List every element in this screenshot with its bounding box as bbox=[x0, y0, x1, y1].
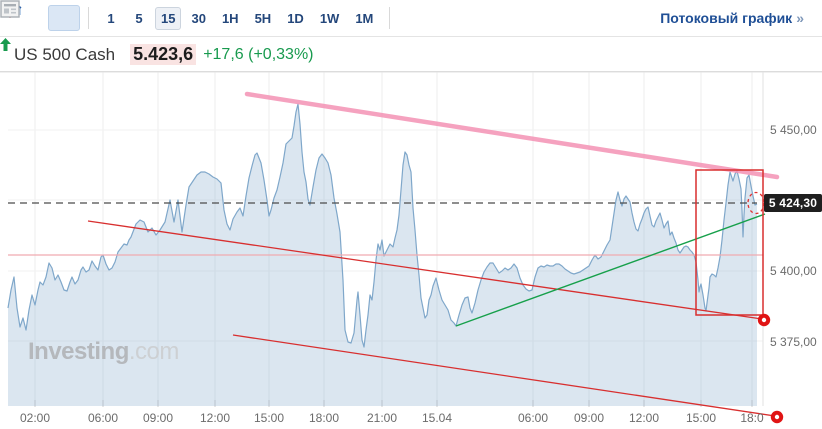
news-panel-button[interactable] bbox=[0, 0, 438, 31]
area-chart-button[interactable] bbox=[0, 2, 80, 31]
timeframe-button-1d[interactable]: 1D bbox=[287, 10, 304, 26]
timeframe-button-15[interactable]: 15 bbox=[155, 6, 182, 30]
line-end-marker bbox=[770, 410, 784, 424]
x-axis-tick-label: 06:00 bbox=[517, 411, 549, 425]
x-axis-tick-label: 12:00 bbox=[628, 411, 660, 425]
chevron-right-icon: » bbox=[796, 10, 804, 26]
toolbar-divider bbox=[389, 7, 391, 29]
x-axis-tick-label: 09:00 bbox=[573, 411, 605, 425]
trendline-red-lower bbox=[232, 334, 776, 417]
x-axis-tick-label: 21:00 bbox=[366, 411, 398, 425]
y-axis-tick-label: 5 400,00 bbox=[770, 264, 817, 278]
chart-toolbar: 1 5 15 30 1H 5H 1D 1W 1M Потоковый график» bbox=[0, 0, 822, 37]
x-axis-tick-label: 09:00 bbox=[142, 411, 174, 425]
line-end-marker bbox=[774, 414, 780, 420]
instrument-header: US 500 Cash 5.423,6 +17,6 (+0,33%) bbox=[0, 38, 822, 72]
trendline-green bbox=[455, 213, 766, 327]
y-axis-tick-label: 5 450,00 bbox=[770, 123, 817, 137]
timeframe-button-5h[interactable]: 5H bbox=[254, 10, 272, 26]
timeframe-button-1m[interactable]: 1M bbox=[355, 10, 374, 26]
x-axis-tick-label: 06:00 bbox=[87, 411, 119, 425]
toolbar-divider bbox=[88, 7, 89, 29]
trendline-pink-channel bbox=[244, 91, 780, 180]
line-end-marker bbox=[761, 317, 767, 323]
timeframe-group: 1 5 15 30 1H 5H 1D 1W 1M bbox=[97, 6, 381, 30]
x-axis-tick-label: 15:00 bbox=[253, 411, 285, 425]
instrument-name: US 500 Cash bbox=[14, 44, 116, 64]
x-axis-tick-label: 18:0 bbox=[740, 411, 764, 425]
line-end-marker bbox=[757, 313, 771, 327]
timeframe-button-30[interactable]: 30 bbox=[191, 10, 206, 26]
x-axis-tick-label: 15.04 bbox=[421, 411, 453, 425]
last-price: 5.423,6 bbox=[130, 44, 197, 65]
watermark-investing-logo: Investing.com bbox=[28, 338, 179, 365]
highlight-rectangle bbox=[695, 169, 764, 316]
timeframe-button-1[interactable]: 1 bbox=[107, 10, 115, 26]
price-change: +17,6 (+0,33%) bbox=[203, 45, 314, 63]
x-axis-tick-label: 02:00 bbox=[19, 411, 51, 425]
current-price-badge: 5 424,30 bbox=[764, 194, 822, 212]
news-panel-icon bbox=[0, 0, 20, 18]
x-axis-tick-label: 12:00 bbox=[199, 411, 231, 425]
trendline-red-upper bbox=[87, 220, 763, 320]
x-axis-tick-label: 15:00 bbox=[685, 411, 717, 425]
timeframe-button-5[interactable]: 5 bbox=[135, 10, 143, 26]
y-axis-tick-label: 5 375,00 bbox=[770, 335, 817, 349]
timeframe-button-1w[interactable]: 1W bbox=[319, 10, 340, 26]
streaming-chart-link[interactable]: Потоковый график» bbox=[660, 10, 804, 26]
x-axis-tick-label: 18:00 bbox=[308, 411, 340, 425]
timeframe-button-1h[interactable]: 1H bbox=[221, 10, 239, 26]
